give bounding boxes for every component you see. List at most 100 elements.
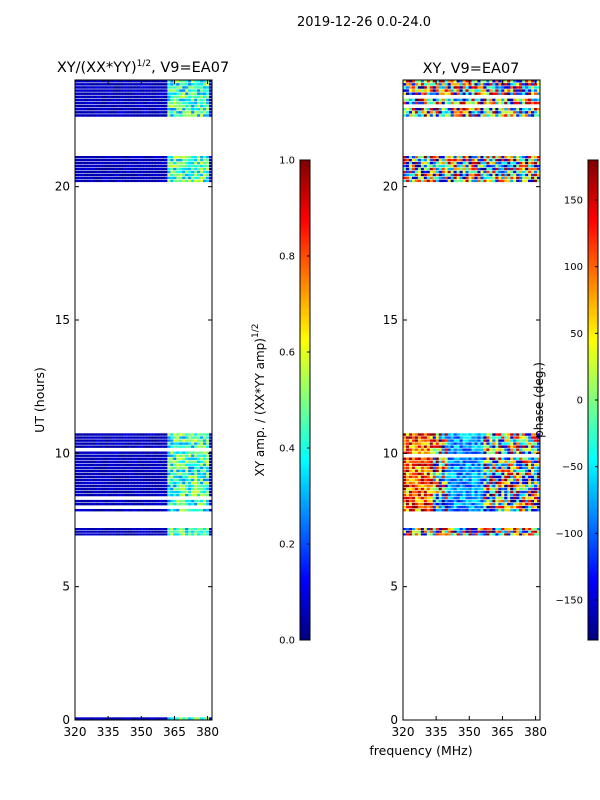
heatmap-cell xyxy=(200,98,204,102)
heatmap-cell xyxy=(480,445,484,448)
heatmap-cell xyxy=(444,101,449,105)
heatmap-cell xyxy=(513,161,517,165)
heatmap-cell xyxy=(486,448,490,451)
heatmap-cell xyxy=(408,460,413,463)
heatmap-cell xyxy=(438,156,443,159)
heatmap-cell xyxy=(107,164,112,168)
heatmap-cell xyxy=(92,104,97,108)
heatmap-cell xyxy=(477,83,481,86)
heatmap-cell xyxy=(468,161,472,165)
heatmap-cell xyxy=(537,528,541,531)
heatmap-cell xyxy=(182,436,186,439)
heatmap-cell xyxy=(143,436,147,439)
heatmap-cell xyxy=(456,448,460,451)
heatmap-cell xyxy=(510,89,514,92)
heatmap-cell xyxy=(534,92,538,95)
heatmap-cell xyxy=(423,469,428,473)
heatmap-cell xyxy=(423,108,428,111)
heatmap-cell xyxy=(104,454,109,457)
heatmap-cell xyxy=(101,469,106,473)
heatmap-cell xyxy=(492,83,496,86)
heatmap-cell xyxy=(137,528,141,531)
heatmap-cell xyxy=(101,89,106,92)
heatmap-cell xyxy=(122,108,127,111)
heatmap-cell xyxy=(203,433,207,436)
heatmap-cell xyxy=(140,493,144,497)
heatmap-cell xyxy=(158,442,162,445)
heatmap-cell xyxy=(116,457,121,460)
heatmap-cell xyxy=(197,164,201,168)
heatmap-cell xyxy=(209,457,213,460)
heatmap-cell xyxy=(432,496,437,500)
heatmap-cell xyxy=(465,436,469,439)
heatmap-cell xyxy=(128,445,132,448)
heatmap-cell xyxy=(173,490,177,494)
x-tick-label: 380 xyxy=(196,725,219,739)
heatmap-cell xyxy=(209,101,213,105)
heatmap-cell xyxy=(167,89,171,92)
heatmap-cell xyxy=(86,176,91,180)
heatmap-cell xyxy=(122,83,127,86)
heatmap-cell xyxy=(89,104,94,108)
heatmap-cell xyxy=(170,472,174,476)
heatmap-cell xyxy=(507,111,511,114)
heatmap-cell xyxy=(143,104,147,108)
heatmap-cell xyxy=(531,89,535,92)
heatmap-cell xyxy=(456,173,460,177)
heatmap-cell xyxy=(116,466,121,470)
heatmap-cell xyxy=(429,176,434,180)
heatmap-cell xyxy=(104,475,109,479)
heatmap-cell xyxy=(441,98,446,102)
heatmap-cell xyxy=(483,448,487,451)
heatmap-cell xyxy=(465,439,469,442)
heatmap-cell xyxy=(507,158,511,162)
heatmap-cell xyxy=(504,472,508,476)
heatmap-cell xyxy=(116,469,121,473)
heatmap-cell xyxy=(462,439,466,442)
heatmap-cell xyxy=(459,436,463,439)
heatmap-cell xyxy=(75,502,79,506)
heatmap-cell xyxy=(110,98,115,102)
heatmap-cell xyxy=(119,487,124,491)
heatmap-cell xyxy=(495,493,499,497)
heatmap-cell xyxy=(125,86,130,89)
heatmap-cell xyxy=(522,80,526,83)
heatmap-cell xyxy=(95,89,100,92)
heatmap-cell xyxy=(149,156,153,159)
heatmap-cell xyxy=(510,496,514,500)
x-tick-label: 320 xyxy=(64,725,87,739)
heatmap-cell xyxy=(161,508,165,512)
heatmap-cell xyxy=(131,164,135,168)
heatmap-cell xyxy=(423,472,428,476)
heatmap-cell xyxy=(194,499,198,503)
heatmap-cell xyxy=(182,433,186,436)
heatmap-cell xyxy=(498,466,502,470)
heatmap-cell xyxy=(182,176,186,180)
heatmap-cell xyxy=(194,80,198,83)
heatmap-cell xyxy=(125,502,130,506)
heatmap-cell xyxy=(519,451,523,454)
heatmap-cell xyxy=(516,170,520,174)
heatmap-cell xyxy=(146,533,150,536)
heatmap-cell xyxy=(426,108,431,111)
heatmap-cell xyxy=(468,472,472,476)
heatmap-cell xyxy=(128,530,132,533)
heatmap-cell xyxy=(450,179,455,183)
heatmap-cell xyxy=(131,167,135,171)
heatmap-cell xyxy=(185,80,189,83)
heatmap-cell xyxy=(125,108,130,111)
heatmap-cell xyxy=(429,179,434,183)
heatmap-cell xyxy=(510,439,514,442)
heatmap-cell xyxy=(513,508,517,512)
heatmap-cell xyxy=(194,92,198,95)
heatmap-cell xyxy=(423,466,428,470)
heatmap-cell xyxy=(450,472,455,476)
heatmap-cell xyxy=(176,445,180,448)
heatmap-cell xyxy=(444,478,449,482)
heatmap-cell xyxy=(158,481,162,485)
heatmap-cell xyxy=(462,164,466,168)
heatmap-cell xyxy=(426,469,431,473)
heatmap-cell xyxy=(528,158,532,162)
heatmap-cell xyxy=(116,104,121,108)
heatmap-cell xyxy=(113,176,118,180)
